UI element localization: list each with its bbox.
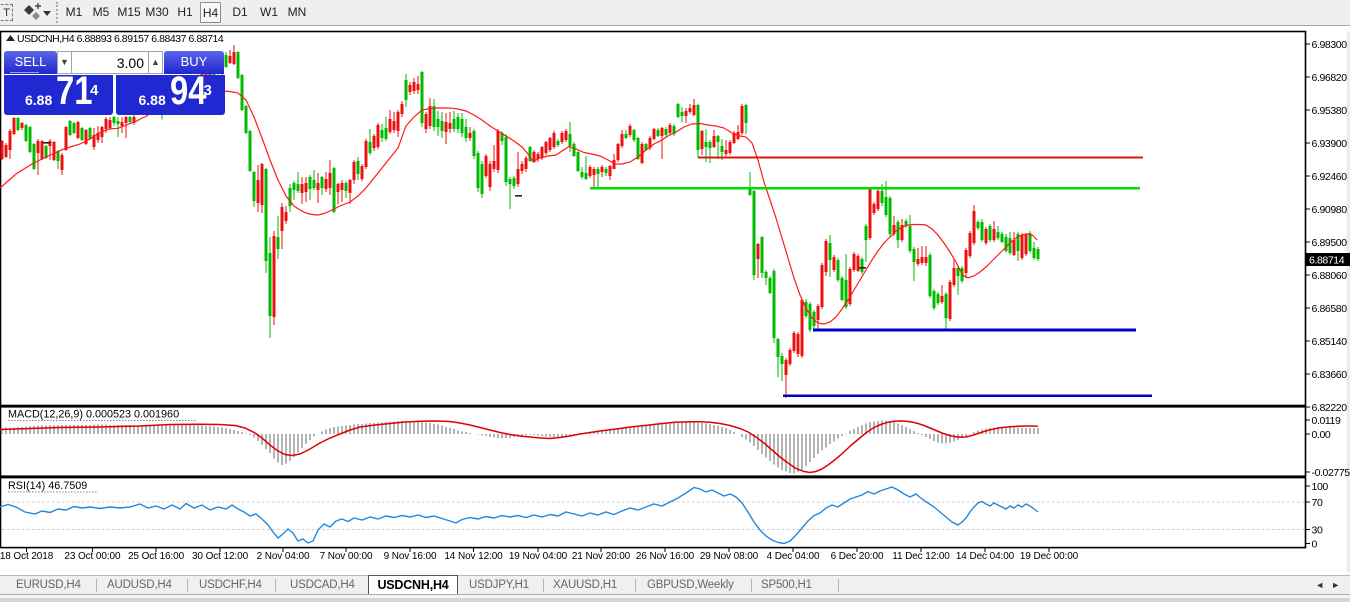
svg-text:6.98300: 6.98300 <box>1312 39 1348 51</box>
svg-text:6.88060: 6.88060 <box>1312 270 1348 282</box>
svg-text:30: 30 <box>1312 525 1323 537</box>
svg-text:25 Oct 16:00: 25 Oct 16:00 <box>128 551 185 562</box>
svg-text:6.88714: 6.88714 <box>1309 255 1345 267</box>
svg-text:100: 100 <box>1312 481 1329 493</box>
svg-text:USDCNH,H4 6.88893 6.89157 6.8: USDCNH,H4 6.88893 6.89157 6.88437 6.8871… <box>17 33 224 45</box>
svg-text:30 Oct 12:00: 30 Oct 12:00 <box>192 551 249 562</box>
svg-text:RSI(14) 46.7509: RSI(14) 46.7509 <box>8 480 87 492</box>
svg-text:18 Oct 2018: 18 Oct 2018 <box>0 551 54 562</box>
svg-text:14 Nov 12:00: 14 Nov 12:00 <box>444 551 503 562</box>
svg-text:6.92460: 6.92460 <box>1312 171 1348 183</box>
svg-text:21 Nov 20:00: 21 Nov 20:00 <box>572 551 631 562</box>
svg-text:6.89500: 6.89500 <box>1312 237 1348 249</box>
svg-text:6.93900: 6.93900 <box>1312 138 1348 150</box>
svg-text:6.90980: 6.90980 <box>1312 204 1348 216</box>
svg-text:4 Dec 04:00: 4 Dec 04:00 <box>767 551 820 562</box>
svg-text:6.85140: 6.85140 <box>1312 336 1348 348</box>
svg-text:6 Dec 20:00: 6 Dec 20:00 <box>831 551 884 562</box>
svg-text:29 Nov 08:00: 29 Nov 08:00 <box>700 551 759 562</box>
svg-text:70: 70 <box>1312 497 1323 509</box>
svg-text:-0.027754: -0.027754 <box>1312 467 1350 479</box>
svg-text:6.86580: 6.86580 <box>1312 303 1348 315</box>
svg-text:6.82220: 6.82220 <box>1312 402 1348 414</box>
svg-text:MACD(12,26,9) 0.000523 0.00196: MACD(12,26,9) 0.000523 0.001960 <box>8 409 179 421</box>
svg-text:14 Dec 04:00: 14 Dec 04:00 <box>956 551 1015 562</box>
svg-text:19 Nov 04:00: 19 Nov 04:00 <box>509 551 568 562</box>
svg-text:2 Nov 04:00: 2 Nov 04:00 <box>257 551 310 562</box>
svg-text:6.95380: 6.95380 <box>1312 105 1348 117</box>
svg-text:11 Dec 12:00: 11 Dec 12:00 <box>892 551 950 562</box>
svg-text:9 Nov 16:00: 9 Nov 16:00 <box>384 551 437 562</box>
svg-text:6.96820: 6.96820 <box>1312 72 1348 84</box>
svg-text:0.00: 0.00 <box>1312 429 1331 441</box>
svg-text:0.0119: 0.0119 <box>1312 415 1341 427</box>
svg-text:0: 0 <box>1312 539 1318 551</box>
svg-text:19 Dec 00:00: 19 Dec 00:00 <box>1020 551 1079 562</box>
svg-text:6.83660: 6.83660 <box>1312 369 1348 381</box>
svg-text:23 Oct 00:00: 23 Oct 00:00 <box>64 551 121 562</box>
svg-text:26 Nov 16:00: 26 Nov 16:00 <box>636 551 695 562</box>
svg-text:7 Nov 00:00: 7 Nov 00:00 <box>320 551 373 562</box>
